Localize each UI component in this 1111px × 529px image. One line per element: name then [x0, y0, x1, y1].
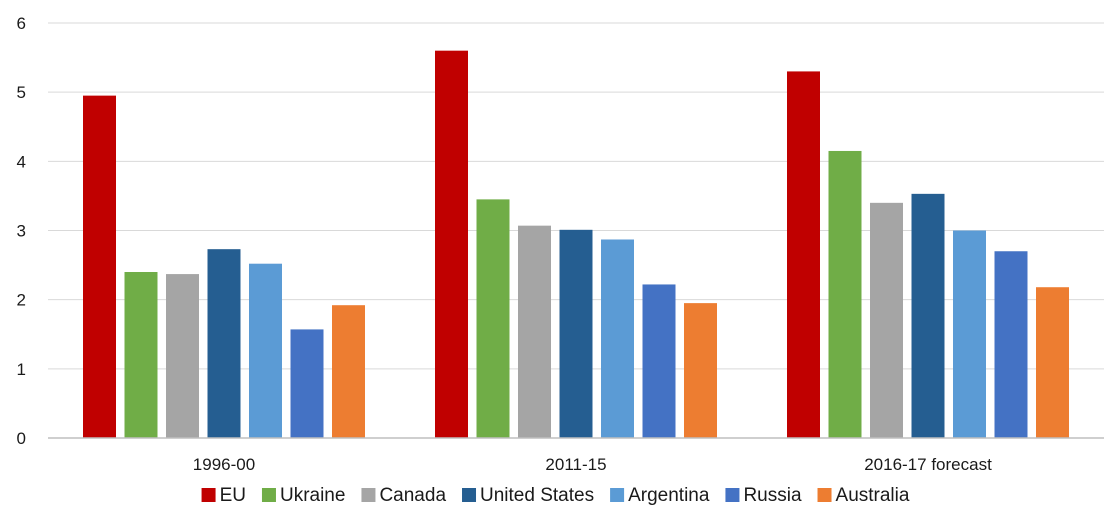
legend: EU Ukraine Canada United States Argentina Rus…	[201, 485, 910, 506]
legend-item: Canada	[361, 485, 446, 506]
bar-ukraine	[828, 150, 862, 439]
bar-argentina	[249, 263, 282, 438]
legend-label: Australia	[836, 485, 910, 506]
legend-item: United States	[462, 485, 594, 506]
axes: 0 1 2 3 4 5 6 1996-00 2011-15 2016-17 forecast	[17, 14, 1104, 474]
legend-label: Ukraine	[280, 485, 345, 506]
bar-ukraine	[476, 199, 510, 438]
y-tick-label: 2	[17, 291, 26, 310]
bar-australia	[332, 305, 365, 438]
legend-label: EU	[220, 485, 246, 506]
legend-swatch	[817, 488, 832, 502]
legend-swatch	[610, 488, 625, 502]
x-category-label: 2011-15	[545, 455, 606, 474]
bar-canada	[166, 274, 199, 438]
x-category-label: 1996-00	[193, 455, 255, 474]
y-tick-label: 5	[17, 83, 26, 102]
x-category-label: 2016-17 forecast	[864, 455, 992, 474]
bar-eu	[787, 71, 820, 439]
bar-russia	[994, 251, 1028, 438]
legend-label: Russia	[743, 485, 802, 506]
legend-label: Canada	[379, 485, 446, 506]
bar-canada	[870, 202, 903, 438]
legend-item: Australia	[817, 485, 910, 506]
bar-australia	[1036, 287, 1069, 438]
legend-swatch	[462, 488, 477, 502]
bar-argentina	[953, 230, 986, 438]
legend-label: Argentina	[628, 485, 710, 506]
y-tick-label: 0	[17, 429, 26, 448]
legend-label: United States	[480, 485, 594, 506]
bar-united-states	[207, 249, 241, 438]
bar-united-states	[911, 193, 945, 438]
bar-australia	[684, 303, 717, 438]
legend-swatch	[725, 488, 740, 502]
legend-item: Argentina	[610, 485, 710, 506]
bar-eu	[435, 50, 468, 439]
bar-ukraine	[124, 272, 158, 438]
y-tick-label: 4	[17, 152, 26, 171]
legend-swatch	[261, 488, 276, 502]
bar-argentina	[601, 239, 634, 438]
legend-item: EU	[201, 485, 246, 506]
bar-eu	[83, 95, 116, 438]
y-tick-label: 3	[17, 222, 26, 241]
y-tick-label: 6	[17, 14, 26, 33]
bars	[83, 50, 1069, 439]
bar-canada	[518, 225, 551, 438]
bar-russia	[290, 329, 324, 438]
bar-united-states	[559, 229, 593, 438]
legend-item: Russia	[725, 485, 802, 506]
bar-russia	[642, 284, 676, 438]
legend-swatch	[361, 488, 376, 502]
y-tick-label: 1	[17, 360, 26, 379]
legend-swatch	[201, 488, 216, 502]
legend-item: Ukraine	[261, 485, 345, 506]
